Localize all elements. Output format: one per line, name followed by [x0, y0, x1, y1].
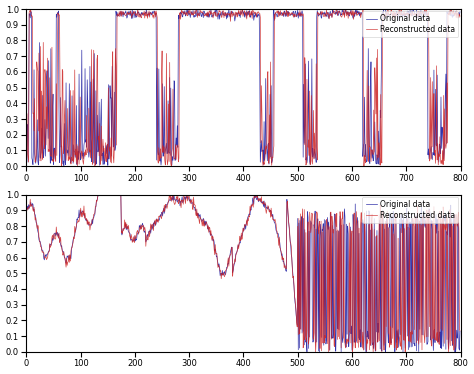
Reconstructed data	[50, 157, 56, 162]
Reconstructed data	[398, 8, 404, 13]
Original data	[354, 12, 359, 17]
Original data	[304, 350, 310, 354]
Reconstructed data	[287, 12, 293, 17]
Reconstructed data	[135, 7, 140, 11]
Reconstructed data	[50, 237, 56, 242]
Line: Reconstructed data: Reconstructed data	[27, 9, 460, 166]
Original data	[354, 338, 359, 343]
Line: Reconstructed data: Reconstructed data	[27, 194, 460, 352]
Original data	[301, 82, 307, 86]
Reconstructed data	[353, 11, 359, 16]
Reconstructed data	[276, 243, 282, 248]
Original data	[287, 238, 293, 242]
Legend: Original data, Reconstructed data: Original data, Reconstructed data	[363, 11, 458, 37]
Original data	[276, 11, 282, 16]
Reconstructed data	[457, 14, 463, 18]
Reconstructed data	[313, 350, 319, 354]
Original data	[276, 235, 282, 240]
Original data	[50, 92, 56, 96]
Reconstructed data	[24, 154, 29, 158]
Original data	[398, 13, 404, 18]
Reconstructed data	[301, 346, 306, 350]
Original data	[50, 238, 56, 243]
Line: Original data: Original data	[27, 9, 460, 166]
Original data	[288, 12, 293, 16]
Original data	[457, 329, 463, 334]
Original data	[457, 9, 463, 14]
Reconstructed data	[24, 209, 29, 214]
Reconstructed data	[361, 164, 367, 168]
Reconstructed data	[301, 12, 306, 16]
Reconstructed data	[457, 329, 463, 333]
Original data	[24, 208, 29, 213]
Line: Original data: Original data	[27, 194, 460, 352]
Original data	[96, 192, 101, 197]
Original data	[301, 329, 306, 334]
Original data	[129, 7, 135, 11]
Reconstructed data	[276, 15, 282, 19]
Original data	[398, 215, 404, 220]
Reconstructed data	[287, 240, 293, 245]
Original data	[61, 163, 67, 168]
Reconstructed data	[354, 209, 359, 214]
Legend: Original data, Reconstructed data: Original data, Reconstructed data	[363, 197, 458, 223]
Original data	[24, 161, 29, 165]
Reconstructed data	[398, 226, 404, 231]
Reconstructed data	[95, 192, 101, 197]
